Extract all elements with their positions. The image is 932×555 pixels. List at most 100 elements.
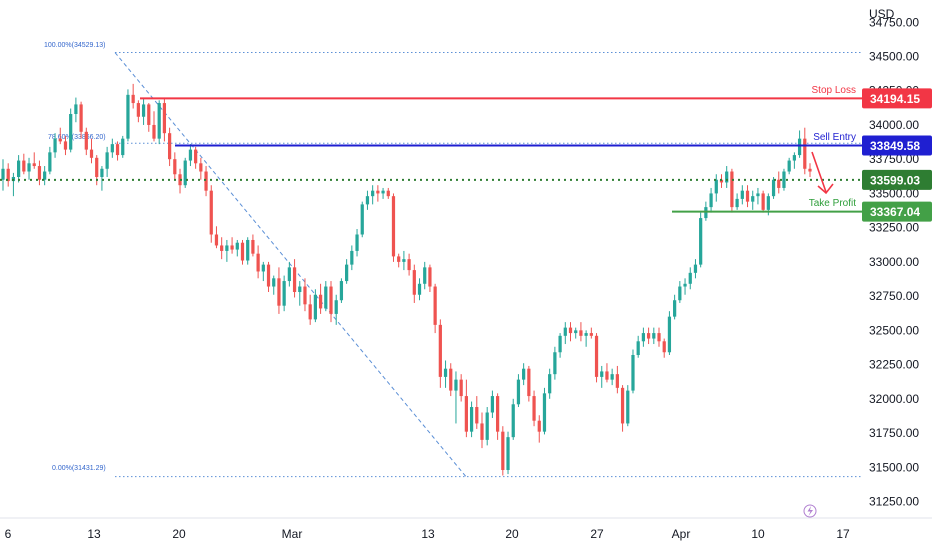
sell-entry-label: Sell Entry bbox=[813, 132, 856, 143]
candle bbox=[699, 212, 703, 268]
candle bbox=[6, 163, 10, 187]
candle bbox=[808, 163, 812, 177]
candle-body bbox=[667, 316, 672, 353]
candle bbox=[636, 335, 640, 358]
y-tick-label: 31250.00 bbox=[869, 495, 919, 509]
candle bbox=[345, 259, 349, 284]
candle bbox=[626, 385, 630, 427]
candle bbox=[131, 83, 135, 109]
candle-body bbox=[756, 193, 760, 197]
candle bbox=[454, 371, 458, 424]
candle bbox=[74, 97, 78, 123]
candle-body bbox=[79, 104, 83, 132]
candle bbox=[167, 127, 172, 167]
lightning-icon[interactable] bbox=[803, 504, 817, 518]
candle-body bbox=[574, 330, 578, 334]
candle bbox=[360, 201, 364, 238]
sell-entry-price-tag[interactable]: 33849.58 bbox=[862, 135, 932, 156]
y-tick-label: 33250.00 bbox=[869, 221, 919, 235]
candle-body bbox=[381, 190, 385, 194]
y-tick-label: 33750.00 bbox=[869, 152, 919, 166]
candle-body bbox=[256, 253, 260, 272]
candle-body bbox=[662, 341, 666, 353]
candle-body bbox=[730, 171, 734, 208]
candle bbox=[516, 374, 521, 408]
fibonacci-retracement[interactable]: 100.00%(34529.13) 78.60%(33866.20) 0.00%… bbox=[44, 42, 862, 478]
candle-body bbox=[157, 103, 161, 139]
candle-body bbox=[27, 163, 31, 172]
price-tag-text: 33367.04 bbox=[870, 205, 920, 219]
candle bbox=[495, 393, 500, 440]
candle-body bbox=[537, 420, 541, 432]
candle-body bbox=[803, 138, 807, 169]
candle bbox=[438, 319, 442, 388]
candle bbox=[740, 185, 744, 205]
candle-body bbox=[292, 267, 297, 293]
candle-body bbox=[771, 179, 776, 197]
price-axis[interactable]: USD 31250.00 31500.00 31750.00 32000.00 3225… bbox=[869, 7, 919, 509]
candle bbox=[318, 283, 323, 314]
candle-body bbox=[313, 294, 318, 320]
y-tick-label: 32000.00 bbox=[869, 392, 919, 406]
candle-body bbox=[1, 168, 5, 180]
candle bbox=[397, 253, 401, 268]
price-tag-bg bbox=[862, 201, 932, 222]
candle bbox=[53, 133, 57, 158]
candle bbox=[225, 239, 229, 262]
candle bbox=[641, 327, 646, 347]
candle bbox=[667, 311, 672, 355]
candle bbox=[620, 385, 625, 432]
y-tick-label: 33000.00 bbox=[869, 255, 919, 269]
candle bbox=[678, 281, 682, 303]
fib-label-786: 78.60%(33866.20) bbox=[48, 134, 106, 141]
candle-body bbox=[808, 168, 812, 172]
candle-body bbox=[792, 155, 796, 161]
y-tick-label: 31750.00 bbox=[869, 426, 919, 440]
candle-body bbox=[32, 163, 36, 167]
candle bbox=[214, 226, 219, 249]
candle-body bbox=[365, 196, 370, 205]
candle-body bbox=[355, 234, 359, 251]
candle bbox=[527, 365, 531, 402]
candle bbox=[48, 146, 52, 175]
candle-body bbox=[69, 114, 73, 150]
candle bbox=[365, 190, 370, 210]
candle bbox=[511, 398, 515, 440]
candle-body bbox=[459, 379, 463, 397]
candle-body bbox=[657, 333, 661, 342]
candle bbox=[386, 187, 390, 199]
candle-body bbox=[100, 168, 104, 177]
y-tick-label: 34750.00 bbox=[869, 15, 919, 29]
candle-body bbox=[386, 190, 390, 197]
candle-body bbox=[522, 368, 526, 380]
candle-body bbox=[95, 157, 99, 177]
candle bbox=[584, 330, 588, 347]
support-price-tag[interactable]: 33599.03 bbox=[862, 169, 932, 190]
time-axis[interactable]: 6 13 20 Mar 13 20 27 Apr 10 17 bbox=[0, 517, 932, 541]
take-profit-price-tag[interactable]: 33367.04 bbox=[862, 201, 932, 222]
candle-body bbox=[261, 264, 265, 272]
candle-body bbox=[485, 412, 489, 440]
candle bbox=[558, 333, 562, 358]
stop-loss-price-tag[interactable]: 34194.15 bbox=[862, 88, 932, 109]
candle bbox=[230, 237, 234, 254]
candle-body bbox=[173, 159, 177, 175]
take-profit-label: Take Profit bbox=[809, 198, 856, 209]
candle bbox=[173, 152, 177, 180]
candle-body bbox=[579, 330, 583, 336]
candle bbox=[594, 333, 599, 383]
x-axis-ticks: 6 13 20 Mar 13 20 27 Apr 10 17 bbox=[5, 527, 850, 541]
y-tick-label: 34500.00 bbox=[869, 50, 919, 64]
candle-body bbox=[761, 193, 765, 210]
candle bbox=[537, 415, 541, 443]
candle bbox=[803, 127, 807, 175]
candle-body bbox=[620, 387, 625, 424]
candle-body bbox=[152, 124, 156, 139]
candle-body bbox=[308, 304, 312, 320]
candle-body bbox=[615, 374, 619, 388]
candle-body bbox=[438, 324, 442, 377]
candle bbox=[646, 327, 651, 345]
candle-body bbox=[740, 190, 744, 199]
candle bbox=[69, 108, 73, 153]
